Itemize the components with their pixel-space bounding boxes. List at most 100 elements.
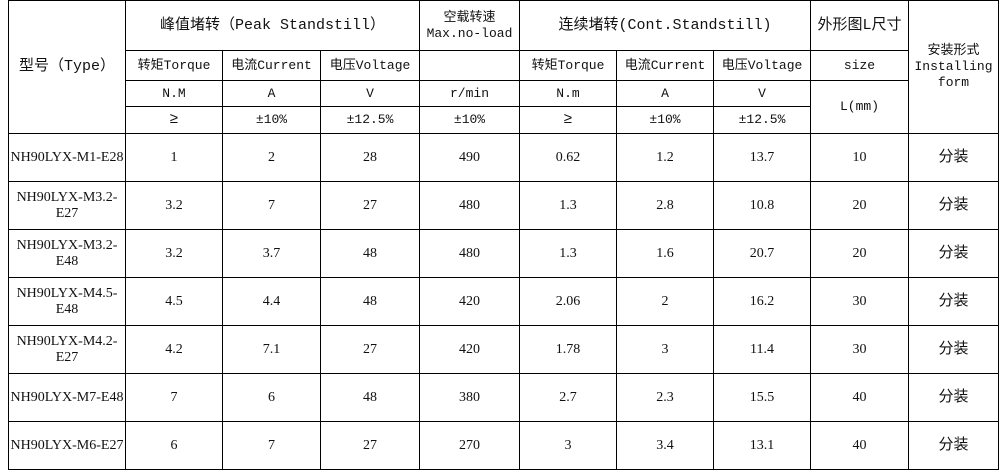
- unit-peak-voltage: V: [320, 80, 420, 107]
- length-cell: 20: [810, 229, 909, 278]
- peak-voltage-cell: 28: [320, 133, 420, 182]
- peak-torque-cell: 3.2: [125, 229, 223, 278]
- install-form-cell: 分装: [908, 373, 999, 422]
- header-cont-torque: 转矩Torque: [519, 50, 617, 81]
- unit-peak-current: A: [222, 80, 321, 107]
- cont-current-cell: 2.3: [616, 373, 714, 422]
- table-row: NH90LYX-M3.2-E27 3.2 7 27 480 1.3 2.8 10.8 20 分装: [8, 181, 999, 230]
- unit-cont-current: A: [616, 80, 714, 107]
- peak-voltage-cell: 27: [320, 181, 420, 230]
- header-noload: 空载转速 Max.no-load: [419, 0, 520, 51]
- cont-torque-cell: 1.3: [519, 229, 617, 278]
- peak-torque-cell: 3.2: [125, 181, 223, 230]
- peak-torque-cell: 4.2: [125, 325, 223, 374]
- tol-cont-current: ±10%: [616, 106, 714, 134]
- unit-peak-torque: N.M: [125, 80, 223, 107]
- peak-torque-cell: 7: [125, 373, 223, 422]
- header-install-en1: Installing: [914, 59, 993, 74]
- model-cell: NH90LYX-M3.2-E27: [8, 181, 126, 230]
- header-cont-current: 电流Current: [616, 50, 714, 81]
- header-cont: 连续堵转(Cont.Standstill): [519, 0, 811, 51]
- install-form-cell: 分装: [908, 325, 999, 374]
- noload-speed-cell: 480: [419, 229, 520, 278]
- model-cell: NH90LYX-M1-E28: [8, 133, 126, 182]
- unit-length: L(mm): [810, 80, 909, 134]
- table-row: NH90LYX-M1-E28 1 2 28 490 0.62 1.2 13.7 10 分装: [8, 133, 999, 182]
- cont-voltage-cell: 16.2: [713, 277, 811, 326]
- header-type: 型号（Type）: [8, 0, 126, 134]
- header-noload-en: Max.no-load: [426, 25, 513, 41]
- peak-current-cell: 2: [222, 133, 321, 182]
- install-form-cell: 分装: [908, 133, 999, 182]
- noload-speed-cell: 270: [419, 421, 520, 470]
- cont-torque-cell: 1.3: [519, 181, 617, 230]
- tol-peak-current: ±10%: [222, 106, 321, 134]
- cont-torque-cell: 3: [519, 421, 617, 470]
- unit-noload: r/min: [419, 80, 520, 107]
- table-row: NH90LYX-M6-E27 6 7 27 270 3 3.4 13.1 40 分装: [8, 421, 999, 470]
- header-install-cn: 安装形式: [927, 43, 980, 58]
- cont-current-cell: 1.6: [616, 229, 714, 278]
- header-size-title: 外形图L尺寸: [810, 0, 909, 51]
- noload-speed-cell: 490: [419, 133, 520, 182]
- unit-cont-voltage: V: [713, 80, 811, 107]
- length-cell: 20: [810, 181, 909, 230]
- cont-voltage-cell: 10.8: [713, 181, 811, 230]
- table-row: NH90LYX-M4.2-E27 4.2 7.1 27 420 1.78 3 11.4 30 分装: [8, 325, 999, 374]
- cont-current-cell: 2.8: [616, 181, 714, 230]
- header-peak-current: 电流Current: [222, 50, 321, 81]
- noload-speed-cell: 420: [419, 325, 520, 374]
- cont-torque-cell: 1.78: [519, 325, 617, 374]
- peak-current-cell: 3.7: [222, 229, 321, 278]
- noload-speed-cell: 380: [419, 373, 520, 422]
- table-row: NH90LYX-M7-E48 7 6 48 380 2.7 2.3 15.5 40 分装: [8, 373, 999, 422]
- peak-voltage-cell: 27: [320, 421, 420, 470]
- header-install: 安装形式 Installing form: [908, 0, 999, 134]
- peak-voltage-cell: 27: [320, 325, 420, 374]
- model-cell: NH90LYX-M3.2-E48: [8, 229, 126, 278]
- peak-current-cell: 4.4: [222, 277, 321, 326]
- cont-torque-cell: 2.7: [519, 373, 617, 422]
- model-cell: NH90LYX-M4.2-E27: [8, 325, 126, 374]
- cont-current-cell: 3.4: [616, 421, 714, 470]
- length-cell: 40: [810, 421, 909, 470]
- peak-voltage-cell: 48: [320, 277, 420, 326]
- noload-speed-cell: 420: [419, 277, 520, 326]
- cont-torque-cell: 0.62: [519, 133, 617, 182]
- model-cell: NH90LYX-M4.5-E48: [8, 277, 126, 326]
- cont-voltage-cell: 13.7: [713, 133, 811, 182]
- tol-peak-voltage: ±12.5%: [320, 106, 420, 134]
- peak-torque-cell: 6: [125, 421, 223, 470]
- peak-current-cell: 6: [222, 373, 321, 422]
- header-cont-voltage: 电压Voltage: [713, 50, 811, 81]
- cont-voltage-cell: 15.5: [713, 373, 811, 422]
- header-peak-voltage: 电压Voltage: [320, 50, 420, 81]
- unit-cont-torque: N.m: [519, 80, 617, 107]
- table-row: NH90LYX-M3.2-E48 3.2 3.7 48 480 1.3 1.6 20.7 20 分…: [8, 229, 999, 278]
- model-cell: NH90LYX-M7-E48: [8, 373, 126, 422]
- cont-current-cell: 2: [616, 277, 714, 326]
- cont-voltage-cell: 13.1: [713, 421, 811, 470]
- length-cell: 30: [810, 277, 909, 326]
- spec-table: 型号（Type） 峰值堵转（Peak Standstill） 空载转速 Max.n…: [8, 0, 999, 470]
- tol-cont-torque: ≥: [519, 106, 617, 134]
- cont-current-cell: 3: [616, 325, 714, 374]
- install-form-cell: 分装: [908, 229, 999, 278]
- table-row: NH90LYX-M4.5-E48 4.5 4.4 48 420 2.06 2 16.2 30 分装: [8, 277, 999, 326]
- header-noload-cn: 空载转速: [443, 9, 496, 25]
- peak-torque-cell: 4.5: [125, 277, 223, 326]
- install-form-cell: 分装: [908, 421, 999, 470]
- tol-peak-torque: ≥: [125, 106, 223, 134]
- cont-torque-cell: 2.06: [519, 277, 617, 326]
- peak-current-cell: 7: [222, 181, 321, 230]
- cont-voltage-cell: 20.7: [713, 229, 811, 278]
- cont-current-cell: 1.2: [616, 133, 714, 182]
- length-cell: 40: [810, 373, 909, 422]
- noload-speed-cell: 480: [419, 181, 520, 230]
- peak-voltage-cell: 48: [320, 229, 420, 278]
- install-form-cell: 分装: [908, 181, 999, 230]
- peak-current-cell: 7: [222, 421, 321, 470]
- header-size: size: [810, 50, 909, 81]
- peak-torque-cell: 1: [125, 133, 223, 182]
- model-cell: NH90LYX-M6-E27: [8, 421, 126, 470]
